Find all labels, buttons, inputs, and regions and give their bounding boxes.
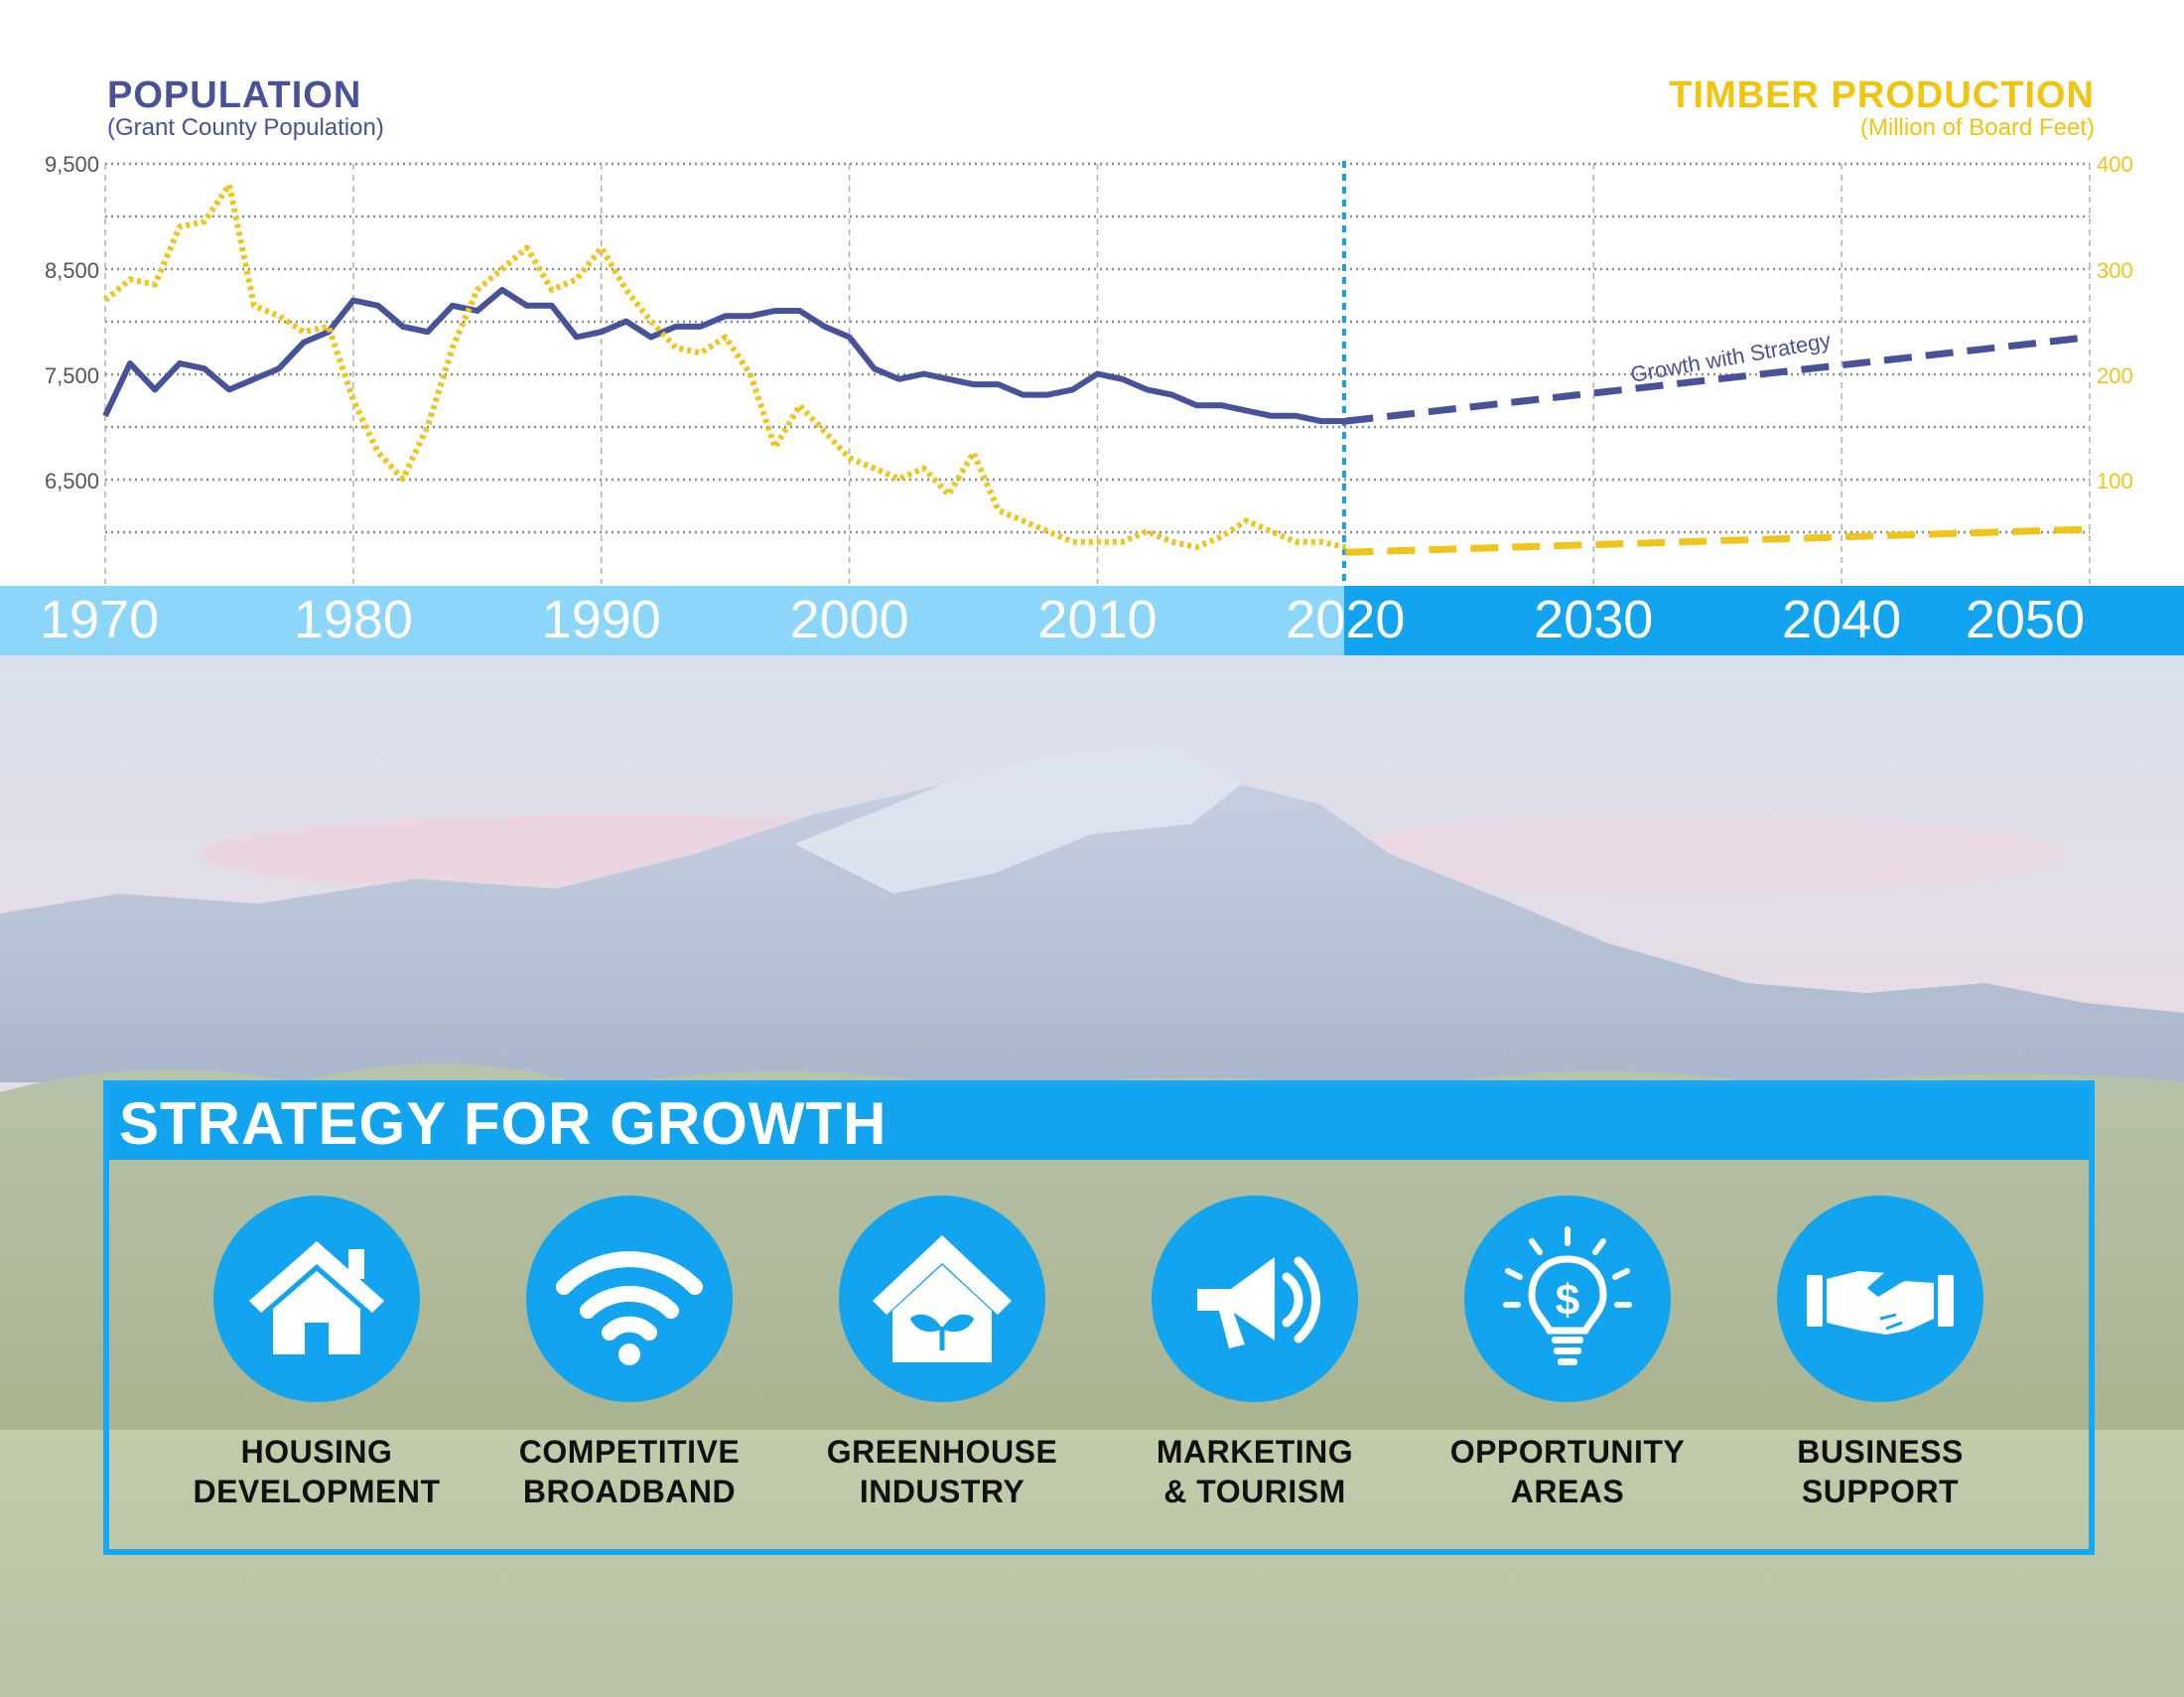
- right-axis-tick-label: 100: [2097, 469, 2133, 494]
- left-axis-tick-label: 8,500: [45, 258, 99, 283]
- wifi-icon: [526, 1196, 733, 1402]
- chart-series: [102, 182, 2091, 556]
- strategy-label: OPPORTUNITY AREAS: [1449, 1434, 1686, 1509]
- chart-ticks: 9,500 8,500 7,500 6,500 400 300 200 100 1970 1980…: [40, 152, 2133, 649]
- strategy-label: MARKETING & TOURISM: [1156, 1434, 1354, 1509]
- strategy-item-marketing: MARKETING & TOURISM: [1096, 1196, 1414, 1511]
- timber-title: TIMBER PRODUCTION: [1669, 74, 2095, 116]
- greenhouse-icon: [839, 1196, 1045, 1402]
- population-subtitle: (Grant County Population): [107, 114, 384, 141]
- strategy-label: COMPETITIVE BROADBAND: [518, 1434, 741, 1509]
- x-axis-band-dark: [1344, 586, 2184, 655]
- strategy-label: GREENHOUSE INDUSTRY: [826, 1434, 1058, 1509]
- lightbulb-dollar-icon: $: [1464, 1196, 1671, 1402]
- strategy-items: HOUSING DEVELOPMENT COMPETITIVE BROADBAN…: [109, 1196, 2089, 1513]
- megaphone-icon: [1152, 1196, 1358, 1402]
- population-title: POPULATION: [107, 74, 362, 116]
- x-axis-band-light: [0, 586, 1344, 655]
- x-axis-tick-label: 1970: [40, 590, 159, 649]
- population-axis-title: POPULATION (Grant County Population): [107, 75, 384, 141]
- series-line-population: [102, 286, 1346, 425]
- strategy-item-business: BUSINESS SUPPORT: [1721, 1196, 2039, 1511]
- strategy-header: STRATEGY FOR GROWTH: [109, 1086, 2089, 1160]
- series-line-timber-projection: [1345, 525, 2091, 556]
- strategy-panel: STRATEGY FOR GROWTH HOUSING DEVELOPMENT: [103, 1080, 2095, 1555]
- left-axis-tick-label: 6,500: [45, 469, 99, 494]
- x-axis-tick-label: 2030: [1534, 590, 1653, 649]
- strategy-item-opportunity: $ OPPORTUNITY AREAS: [1409, 1196, 1726, 1511]
- right-axis-tick-label: 300: [2097, 258, 2133, 283]
- right-axis-tick-label: 200: [2097, 363, 2133, 388]
- left-axis-tick-label: 9,500: [45, 152, 99, 177]
- strategy-item-housing: HOUSING DEVELOPMENT: [158, 1196, 476, 1511]
- x-axis-tick-label: 2040: [1782, 590, 1901, 649]
- handshake-icon: [1777, 1196, 1983, 1402]
- chart-gridlines: [104, 162, 2091, 584]
- x-axis-tick-label: 1980: [294, 590, 413, 649]
- x-axis-tick-label: 2000: [790, 590, 909, 649]
- left-axis-tick-label: 7,500: [45, 363, 99, 388]
- timber-subtitle: (Million of Board Feet): [1859, 114, 2095, 141]
- series-line-timber-production: [103, 182, 1347, 550]
- house-icon: [213, 1196, 420, 1402]
- x-axis-tick-label: 2050: [1966, 590, 2085, 649]
- strategy-label: BUSINESS SUPPORT: [1797, 1434, 1964, 1509]
- right-axis-tick-label: 400: [2097, 152, 2133, 177]
- timber-axis-title: TIMBER PRODUCTION (Million of Board Feet…: [1669, 75, 2095, 141]
- strategy-item-greenhouse: GREENHOUSE INDUSTRY: [783, 1196, 1101, 1511]
- svg-text:$: $: [1556, 1276, 1579, 1325]
- population-timber-chart: 9,500 8,500 7,500 6,500 400 300 200 100 1970 1980…: [0, 152, 2184, 655]
- strategy-label: HOUSING DEVELOPMENT: [193, 1434, 441, 1509]
- x-axis-tick-label: 1990: [542, 590, 661, 649]
- x-axis-tick-label: 2020: [1286, 590, 1405, 649]
- strategy-item-broadband: COMPETITIVE BROADBAND: [471, 1196, 788, 1511]
- x-axis-tick-label: 2010: [1037, 590, 1157, 649]
- strategy-title: STRATEGY FOR GROWTH: [119, 1090, 887, 1157]
